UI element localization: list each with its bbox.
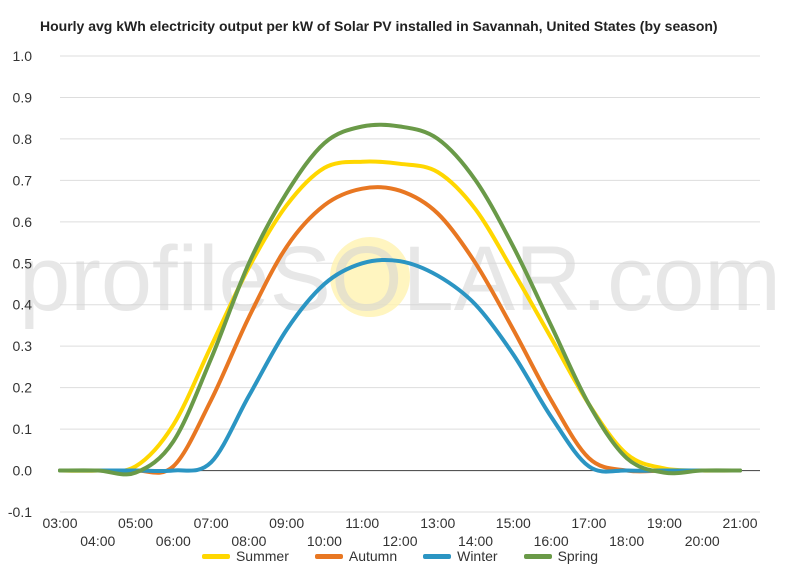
x-tick-label: 11:00 bbox=[345, 515, 379, 531]
y-tick-label: 0.0 bbox=[13, 463, 33, 479]
y-tick-label: 0.4 bbox=[13, 297, 33, 313]
chart-title: Hourly avg kWh electricity output per kW… bbox=[40, 18, 718, 34]
y-tick-label: 0.1 bbox=[13, 421, 33, 437]
y-tick-label: 0.5 bbox=[13, 255, 33, 271]
x-tick-label: 04:00 bbox=[80, 533, 115, 549]
y-tick-label: 1.0 bbox=[13, 48, 33, 64]
x-tick-label: 17:00 bbox=[571, 515, 606, 531]
legend-label: Autumn bbox=[348, 548, 398, 564]
x-tick-label: 09:00 bbox=[269, 515, 304, 531]
watermark: profileSOLAR.com bbox=[19, 228, 781, 330]
legend-label: Summer bbox=[235, 548, 289, 564]
y-tick-label: 0.7 bbox=[13, 172, 33, 188]
x-tick-label: 10:00 bbox=[307, 533, 342, 549]
legend-item-winter[interactable]: Winter bbox=[423, 548, 498, 564]
x-tick-label: 12:00 bbox=[382, 533, 417, 549]
legend-item-summer[interactable]: Summer bbox=[201, 548, 289, 564]
legend: Summer Autumn Winter Spring bbox=[0, 548, 800, 564]
x-tick-label: 05:00 bbox=[118, 515, 153, 531]
x-tick-label: 08:00 bbox=[231, 533, 266, 549]
series-line-winter bbox=[58, 257, 742, 474]
gridlines bbox=[60, 55, 760, 513]
y-tick-label: 0.3 bbox=[13, 338, 33, 354]
x-tick-label: 13:00 bbox=[420, 515, 455, 531]
x-tick-label: 16:00 bbox=[534, 533, 569, 549]
x-tick-label: 06:00 bbox=[156, 533, 191, 549]
y-tick-label: 0.8 bbox=[13, 131, 33, 147]
y-tick-label: 0.6 bbox=[13, 214, 33, 230]
y-tick-label: -0.1 bbox=[8, 504, 32, 520]
series-line-summer bbox=[58, 159, 742, 474]
x-tick-label: 19:00 bbox=[647, 515, 682, 531]
x-tick-label: 18:00 bbox=[609, 533, 644, 549]
legend-item-spring[interactable]: Spring bbox=[523, 548, 599, 564]
sun-logo-icon bbox=[330, 237, 410, 317]
x-tick-label: 03:00 bbox=[42, 515, 77, 531]
legend-swatch bbox=[314, 553, 343, 559]
x-axis-ticks: 03:0004:0005:0006:0007:0008:0009:0010:00… bbox=[42, 515, 757, 549]
y-axis-ticks: -0.1 0.0 0.1 0.2 0.3 0.4 0.5 0.6 0.7 0.8 0.9 1.0 bbox=[8, 48, 32, 520]
legend-swatch bbox=[423, 553, 452, 559]
legend-label: Winter bbox=[457, 548, 498, 564]
series-line-spring bbox=[58, 122, 742, 477]
series-lines bbox=[58, 122, 742, 477]
y-tick-label: 0.2 bbox=[13, 380, 33, 396]
legend-label: Spring bbox=[557, 548, 599, 564]
x-tick-label: 20:00 bbox=[685, 533, 720, 549]
x-tick-label: 15:00 bbox=[496, 515, 531, 531]
legend-item-autumn[interactable]: Autumn bbox=[314, 548, 398, 564]
x-tick-label: 21:00 bbox=[722, 515, 757, 531]
y-tick-label: 0.9 bbox=[13, 89, 33, 105]
legend-swatch bbox=[523, 553, 552, 559]
x-tick-label: 07:00 bbox=[194, 515, 229, 531]
x-tick-label: 14:00 bbox=[458, 533, 493, 549]
legend-swatch bbox=[201, 553, 230, 559]
